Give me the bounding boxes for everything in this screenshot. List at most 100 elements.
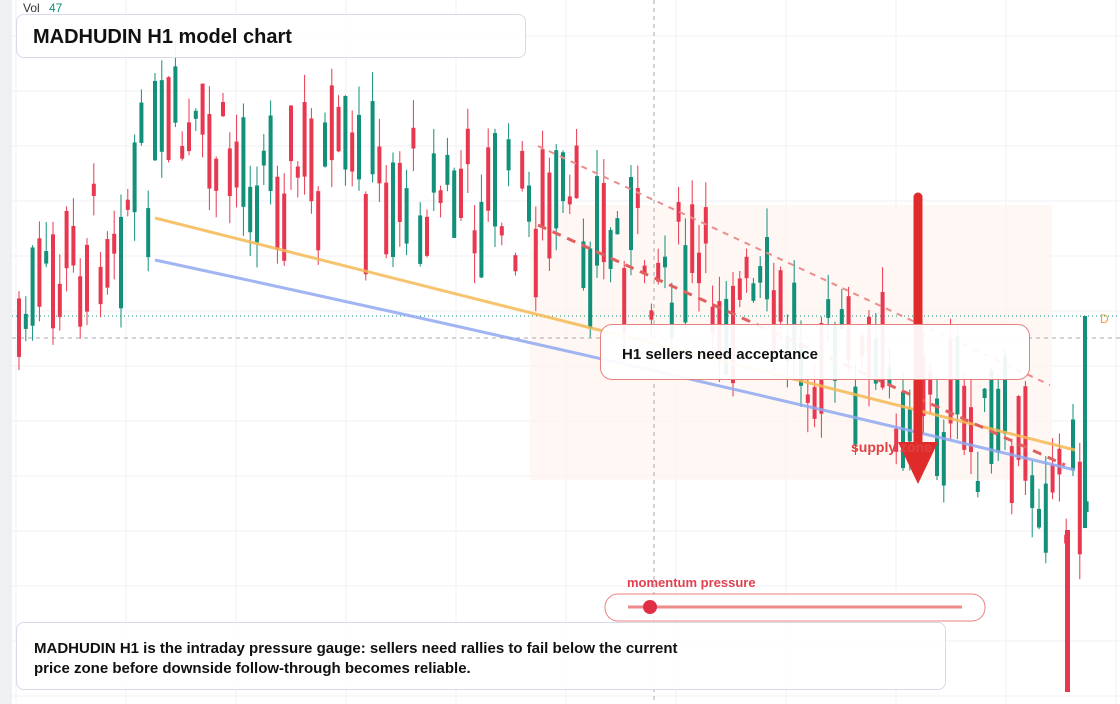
candle-body bbox=[771, 290, 776, 356]
candle-body bbox=[595, 176, 599, 266]
candle-body bbox=[683, 245, 688, 323]
marker: D bbox=[1100, 312, 1109, 326]
candle-body bbox=[411, 127, 416, 149]
candle-body bbox=[561, 152, 565, 202]
candle-body bbox=[132, 142, 137, 213]
candle-body bbox=[241, 117, 246, 207]
candle-body bbox=[1077, 461, 1082, 555]
candle-body bbox=[207, 114, 212, 189]
candle-body bbox=[98, 266, 103, 305]
candle-body bbox=[493, 133, 497, 227]
candle-body bbox=[316, 191, 321, 251]
candle-body bbox=[153, 80, 157, 161]
candle-body bbox=[540, 149, 545, 228]
candle-body bbox=[384, 182, 389, 255]
candle-body bbox=[64, 210, 69, 269]
candle-body bbox=[193, 110, 198, 119]
candle-body bbox=[105, 239, 110, 288]
candle-body bbox=[57, 283, 62, 318]
candle-body bbox=[520, 150, 525, 189]
candle-body bbox=[690, 204, 695, 273]
candle-body bbox=[391, 162, 395, 257]
candle-body bbox=[370, 101, 375, 175]
vol-label: Vol bbox=[23, 1, 40, 15]
candle-body bbox=[1065, 530, 1070, 692]
candle-body bbox=[336, 106, 341, 152]
candle-body bbox=[608, 229, 613, 269]
candle-body bbox=[547, 172, 552, 259]
candle-body bbox=[826, 299, 831, 318]
candle-body bbox=[17, 298, 21, 357]
candle-body bbox=[513, 255, 518, 272]
supply-label: supply zone bbox=[851, 439, 932, 455]
candle-body bbox=[1003, 356, 1007, 434]
candle-body bbox=[227, 148, 232, 196]
candle-body bbox=[1037, 508, 1041, 528]
arrow-head bbox=[898, 442, 938, 484]
candle-body bbox=[1016, 396, 1021, 460]
candle-body bbox=[710, 306, 715, 334]
candle-body bbox=[805, 394, 810, 403]
candle-body bbox=[146, 208, 151, 258]
candle-body bbox=[268, 115, 273, 192]
candle-body bbox=[948, 339, 953, 424]
candle-body bbox=[119, 216, 123, 309]
candle-body bbox=[697, 252, 701, 284]
candle-body bbox=[1030, 475, 1035, 508]
candle-body bbox=[112, 233, 117, 254]
left-edge bbox=[0, 0, 12, 704]
candle-body bbox=[350, 132, 355, 172]
candle-body bbox=[928, 372, 933, 395]
candle-body bbox=[23, 313, 28, 329]
candle-body bbox=[44, 251, 49, 264]
callout: H1 sellers need acceptance bbox=[600, 324, 1030, 380]
candle-body bbox=[397, 162, 402, 222]
candle-body bbox=[778, 270, 783, 322]
candle-body bbox=[982, 388, 987, 399]
candle-body bbox=[248, 186, 253, 233]
candle-body bbox=[894, 428, 899, 452]
candle-body bbox=[221, 102, 225, 117]
candle-body bbox=[363, 193, 368, 275]
candle-body bbox=[737, 278, 742, 300]
candle-body bbox=[656, 262, 661, 282]
candle-body bbox=[357, 114, 361, 180]
candle-body bbox=[567, 196, 572, 205]
candle-body bbox=[200, 83, 205, 135]
candle-body bbox=[187, 122, 191, 152]
candle-body bbox=[214, 158, 219, 191]
vol-value: 47 bbox=[49, 1, 63, 15]
candle-body bbox=[1023, 386, 1028, 481]
candle-body bbox=[343, 95, 348, 170]
title: MADHUDIN H1 model chart bbox=[33, 26, 292, 48]
candle-body bbox=[588, 248, 593, 329]
gauge-knob bbox=[643, 600, 657, 614]
candle-body bbox=[404, 188, 409, 244]
candle-body bbox=[812, 387, 817, 419]
candle-body bbox=[907, 408, 912, 442]
candle-body bbox=[996, 388, 1001, 453]
candle-body bbox=[622, 268, 627, 333]
candle-body bbox=[758, 266, 763, 283]
title-box: MADHUDIN H1 model chart bbox=[16, 14, 526, 58]
candle-body bbox=[1050, 464, 1055, 493]
candle-body bbox=[941, 432, 946, 486]
candle-body bbox=[1057, 448, 1062, 475]
candle-body bbox=[792, 282, 797, 350]
candle-body bbox=[85, 244, 89, 312]
candle-body bbox=[506, 139, 511, 171]
candle-body bbox=[921, 355, 926, 417]
candle-body bbox=[418, 215, 423, 264]
candle-body bbox=[255, 185, 259, 243]
candle-body bbox=[289, 105, 293, 162]
candle-body bbox=[459, 168, 463, 218]
candle-body bbox=[1009, 446, 1014, 504]
candle-body bbox=[969, 407, 973, 453]
candle-body bbox=[261, 150, 266, 166]
candle-body bbox=[180, 145, 185, 159]
candle-body bbox=[649, 310, 654, 320]
candle-body bbox=[1043, 483, 1048, 553]
candle-body bbox=[601, 182, 606, 263]
candle-body bbox=[282, 193, 287, 261]
